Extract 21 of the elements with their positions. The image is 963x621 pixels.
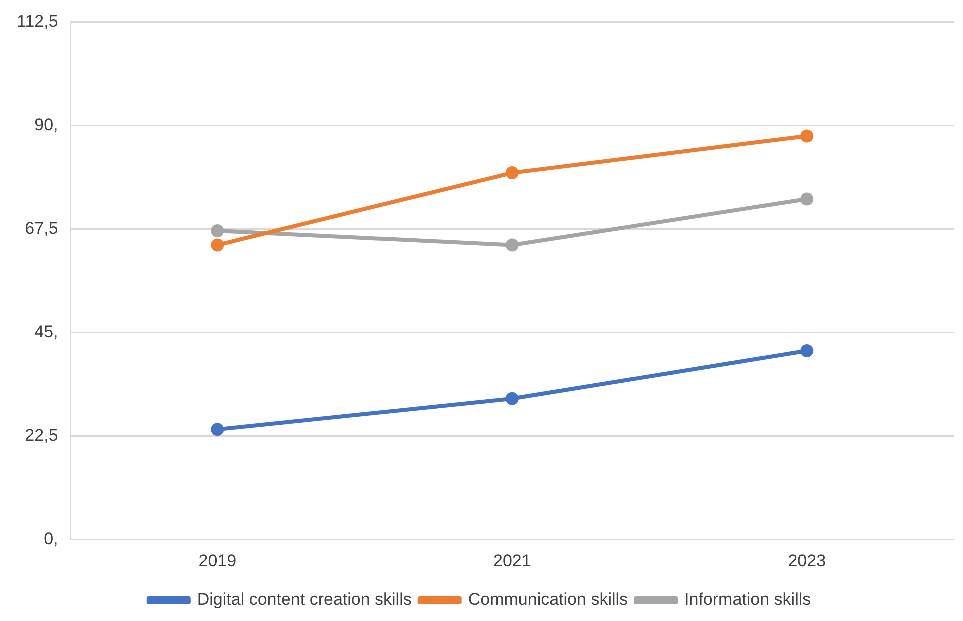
- y-tick-label: 45,: [34, 322, 58, 342]
- point: [506, 392, 519, 406]
- x-tick-label: 2023: [788, 551, 826, 570]
- point: [211, 224, 224, 238]
- y-tick-label: 22,5: [25, 426, 58, 445]
- y-tick-label: 0,: [44, 529, 58, 548]
- point: [800, 344, 814, 358]
- point: [211, 423, 224, 436]
- x-tick-label: 2019: [198, 551, 237, 570]
- point: [506, 166, 519, 180]
- point: [800, 192, 814, 206]
- point: [211, 238, 224, 252]
- y-tick-label: 90,: [34, 115, 58, 134]
- legend-label: Digital content creation skills: [197, 590, 412, 610]
- legend-label: Communication skills: [468, 590, 628, 610]
- point: [800, 130, 814, 143]
- point: [506, 238, 519, 252]
- y-tick-label: 67,5: [25, 218, 58, 238]
- y-tick-label: 112,5: [17, 12, 58, 31]
- legend-label: Information skills: [684, 590, 812, 610]
- x-tick-label: 2021: [493, 551, 532, 570]
